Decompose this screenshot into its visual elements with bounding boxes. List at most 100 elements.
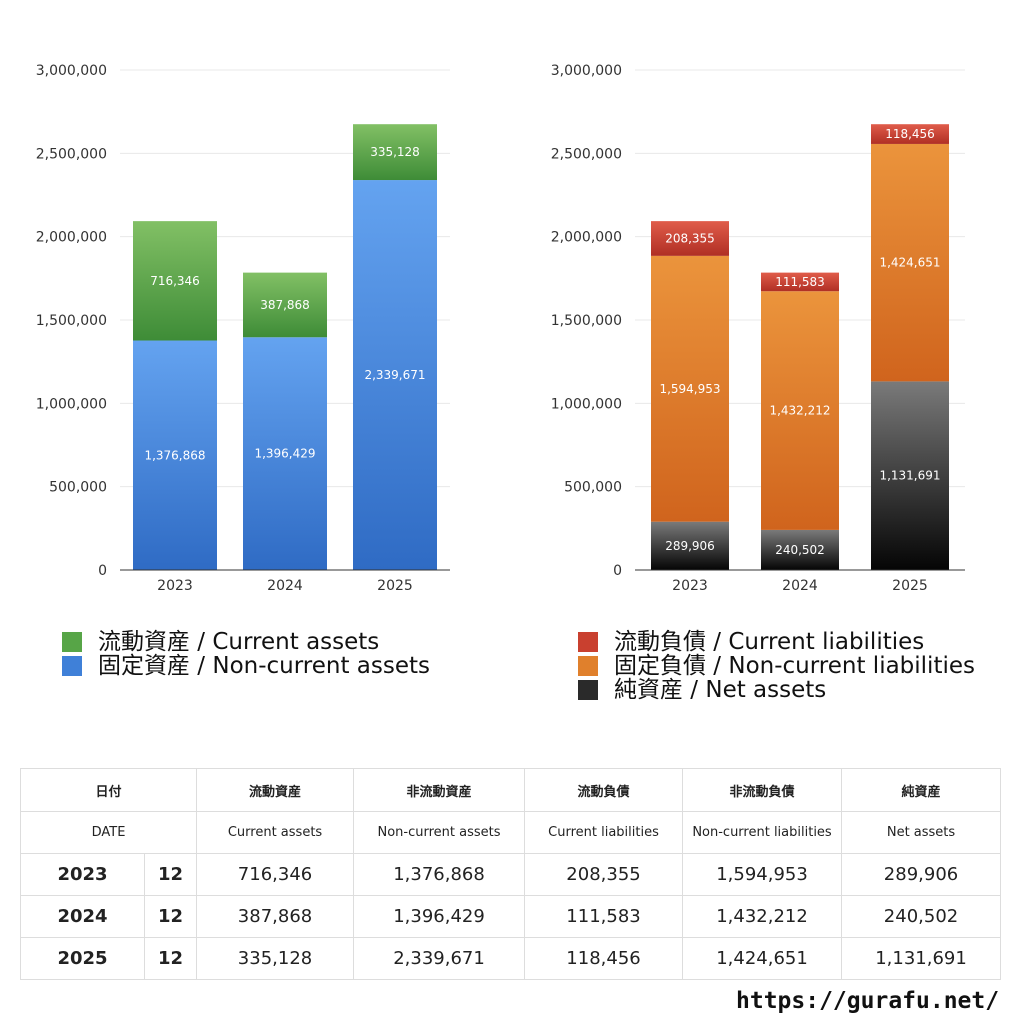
legend-current-liabilities: 流動負債 / Current liabilities [578,630,975,654]
header-non-current-assets-jp: 非流動資産 [353,768,526,812]
row-month: 12 [143,895,198,938]
cell-non-current-assets: 1,376,868 [353,853,526,896]
bar-value-label: 716,346 [150,274,200,288]
x-tick-label: 2025 [892,578,928,594]
y-tick-label: 3,000,000 [36,63,107,79]
bar-value-label: 1,396,429 [254,447,315,461]
row-year: 2024 [20,895,145,938]
bar-segment [761,291,839,530]
x-tick-label: 2025 [377,578,413,594]
bar-segment [353,124,437,181]
table-header-jp: 日付 流動資産 非流動資産 流動負債 非流動負債 純資産 [19,768,1002,812]
y-tick-label: 0 [613,563,622,579]
legend-label-current-assets: 流動資産 / Current assets [98,629,380,655]
bar-segment [871,381,949,570]
bar-value-label: 208,355 [665,231,715,245]
header-date-jp: 日付 [19,768,198,812]
cell-current-assets: 335,128 [196,937,355,980]
header-current-liabilities-jp: 流動負債 [524,768,684,812]
bar-value-label: 1,432,212 [769,404,830,418]
legend-swatch-net-assets [578,680,598,700]
bar-segment [871,124,949,144]
table-header-en: DATE Current assets Non-current assets C… [19,811,1002,854]
bar-value-label: 118,456 [885,127,935,141]
y-tick-label: 2,500,000 [36,146,107,162]
header-current-assets-en: Current assets [196,811,355,854]
bar-value-label: 387,868 [260,298,310,312]
data-table: 日付 流動資産 非流動資産 流動負債 非流動負債 純資産 DATE Curren… [19,768,1002,980]
bar-segment [651,255,729,522]
cell-current-assets: 716,346 [196,853,355,896]
legend-swatch-non-current-assets [62,656,82,676]
y-tick-label: 0 [98,563,107,579]
header-current-assets-jp: 流動資産 [196,768,355,812]
header-non-current-liabilities-jp: 非流動負債 [682,768,843,812]
cell-current-liabilities: 118,456 [524,937,684,980]
row-month: 12 [143,853,198,896]
assets-chart: 0 500,000 1,000,000 1,500,000 2,000,000 2,500… [36,63,450,594]
legend-net-assets: 純資産 / Net assets [578,678,975,702]
row-year: 2025 [20,937,145,980]
legend-label-non-current-assets: 固定資産 / Non-current assets [98,653,431,679]
cell-non-current-liabilities: 1,594,953 [682,853,843,896]
x-tick-label: 2023 [157,578,193,594]
cell-net-assets: 289,906 [841,853,1002,896]
cell-net-assets: 240,502 [841,895,1002,938]
cell-non-current-liabilities: 1,432,212 [682,895,843,938]
legend-non-current-liabilities: 固定負債 / Non-current liabilities [578,654,975,678]
cell-current-liabilities: 208,355 [524,853,684,896]
liabilities-legend: 流動負債 / Current liabilities 固定負債 / Non-cu… [578,630,975,702]
cell-net-assets: 1,131,691 [841,937,1002,980]
header-net-assets-jp: 純資産 [841,768,1002,812]
x-tick-label: 2023 [672,578,708,594]
cell-non-current-assets: 1,396,429 [353,895,526,938]
y-tick-label: 1,500,000 [36,313,107,329]
table-row: 2025 12 335,128 2,339,671 118,456 1,424,… [20,937,1002,980]
bar-segment [353,180,437,570]
legend-non-current-assets: 固定資産 / Non-current assets [62,654,430,678]
y-tick-label: 500,000 [564,480,622,496]
bar-value-label: 111,583 [775,275,825,289]
cell-current-assets: 387,868 [196,895,355,938]
cell-non-current-assets: 2,339,671 [353,937,526,980]
legend-label-current-liabilities: 流動負債 / Current liabilities [614,629,925,655]
bar-value-label: 240,502 [775,543,825,557]
header-non-current-liabilities-en: Non-current liabilities [682,811,843,854]
liabilities-chart: 0 500,000 1,000,000 1,500,000 2,000,000 2,500… [551,63,965,594]
bar-segment [871,143,949,382]
legend-swatch-non-current-liabilities [578,656,598,676]
bar-value-label: 1,594,953 [659,382,720,396]
bar-segment [761,272,839,292]
bar-segment [243,337,327,570]
y-tick-label: 3,000,000 [551,63,622,79]
header-date-en: DATE [19,811,198,854]
table-row: 2024 12 387,868 1,396,429 111,583 1,432,… [20,895,1002,938]
legend-label-non-current-liabilities: 固定負債 / Non-current liabilities [614,653,975,679]
y-tick-label: 2,000,000 [551,230,622,246]
bar-segment [651,521,729,570]
x-tick-label: 2024 [267,578,303,594]
bar-segment [651,221,729,256]
bar-segment [243,272,327,338]
bar-segment [133,340,217,570]
site-url[interactable]: https://gurafu.net/ [736,988,1000,1014]
header-non-current-assets-en: Non-current assets [353,811,526,854]
y-tick-label: 2,000,000 [36,230,107,246]
legend-swatch-current-liabilities [578,632,598,652]
y-tick-label: 500,000 [49,480,107,496]
legend-swatch-current-assets [62,632,82,652]
bar-segment [761,529,839,570]
cell-current-liabilities: 111,583 [524,895,684,938]
y-tick-label: 1,000,000 [36,396,107,412]
bar-segment [133,221,217,341]
cell-non-current-liabilities: 1,424,651 [682,937,843,980]
bar-value-label: 1,424,651 [879,256,940,270]
header-current-liabilities-en: Current liabilities [524,811,684,854]
bar-value-label: 289,906 [665,539,715,553]
legend-label-net-assets: 純資産 / Net assets [614,677,827,703]
bar-value-label: 2,339,671 [364,368,425,382]
assets-legend: 流動資産 / Current assets 固定資産 / Non-current… [62,630,430,678]
header-net-assets-en: Net assets [841,811,1002,854]
y-tick-label: 1,500,000 [551,313,622,329]
y-tick-label: 1,000,000 [551,396,622,412]
